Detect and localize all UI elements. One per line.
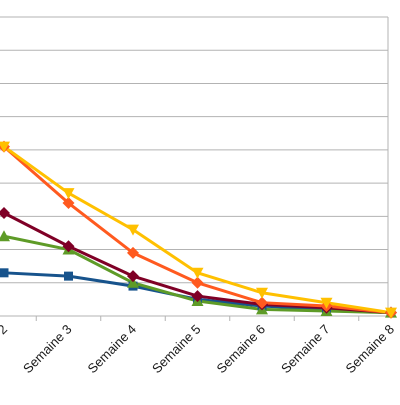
series-marker-diamond bbox=[0, 207, 10, 220]
x-tick-label: Semaine 5 bbox=[149, 322, 204, 377]
series-marker-triangle-down bbox=[385, 307, 397, 319]
series-marker-triangle-down bbox=[62, 188, 75, 200]
grid-lines bbox=[0, 16, 388, 284]
series-marker-triangle-up bbox=[127, 276, 139, 288]
series-markers bbox=[0, 140, 397, 319]
x-tick-labels: 2 Semaine 3 Semaine 4 Semaine 5 Semaine 6 Sem… bbox=[0, 322, 397, 377]
series-marker-diamond bbox=[191, 276, 204, 289]
x-tick-label: Semaine 7 bbox=[278, 322, 333, 377]
series-marker-diamond bbox=[62, 197, 75, 210]
series-marker-diamond bbox=[127, 270, 139, 283]
x-tick-label: Semaine 3 bbox=[20, 322, 75, 377]
series-marker-triangle-down bbox=[191, 267, 204, 279]
series-marker-diamond bbox=[256, 296, 268, 309]
x-tick-label: Semaine 4 bbox=[85, 322, 140, 377]
series-marker-triangle-down bbox=[0, 141, 10, 153]
series-marker-diamond bbox=[62, 240, 75, 253]
series-marker-triangle-up bbox=[0, 230, 10, 242]
series-marker-square bbox=[64, 271, 73, 281]
x-tick-label: Semaine 6 bbox=[214, 322, 269, 377]
x-tick-label: 2 bbox=[0, 322, 10, 338]
series-marker-triangle-down bbox=[127, 224, 139, 236]
x-tick-label: Semaine 8 bbox=[343, 322, 398, 377]
series-marker-triangle-down bbox=[320, 297, 333, 309]
series-marker-triangle-down bbox=[256, 287, 268, 299]
series-marker-diamond bbox=[191, 290, 204, 303]
series-marker-diamond bbox=[127, 246, 139, 259]
series-marker-square bbox=[0, 268, 9, 278]
